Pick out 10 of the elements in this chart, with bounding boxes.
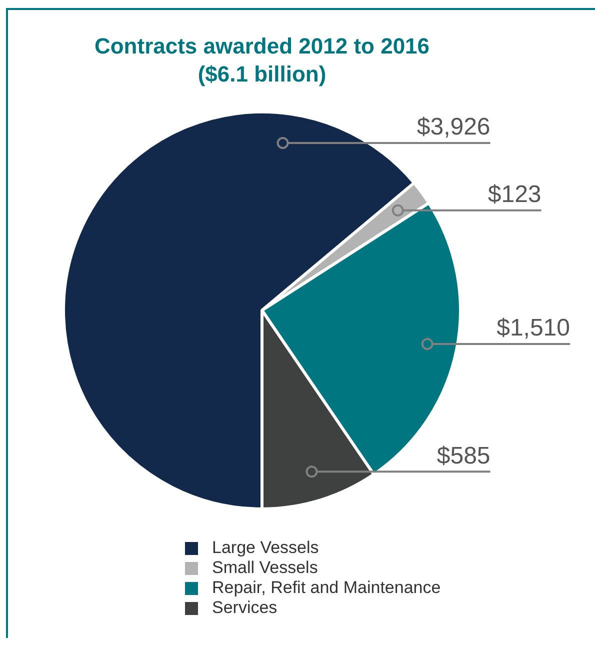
- legend-label: Services: [211, 598, 278, 618]
- chart-title: Contracts awarded 2012 to 2016: [94, 33, 430, 58]
- data-label: $1,510: [496, 314, 570, 342]
- chart-subtitle: ($6.1 billion): [198, 62, 326, 87]
- legend-label: Small Vessels: [211, 558, 319, 578]
- data-label: $585: [436, 442, 490, 470]
- legend-label: Large Vessels: [211, 538, 320, 558]
- data-label: $3,926: [416, 114, 490, 141]
- data-label: $123: [488, 181, 542, 208]
- legend-label: Repair, Refit and Maintenance: [211, 578, 441, 598]
